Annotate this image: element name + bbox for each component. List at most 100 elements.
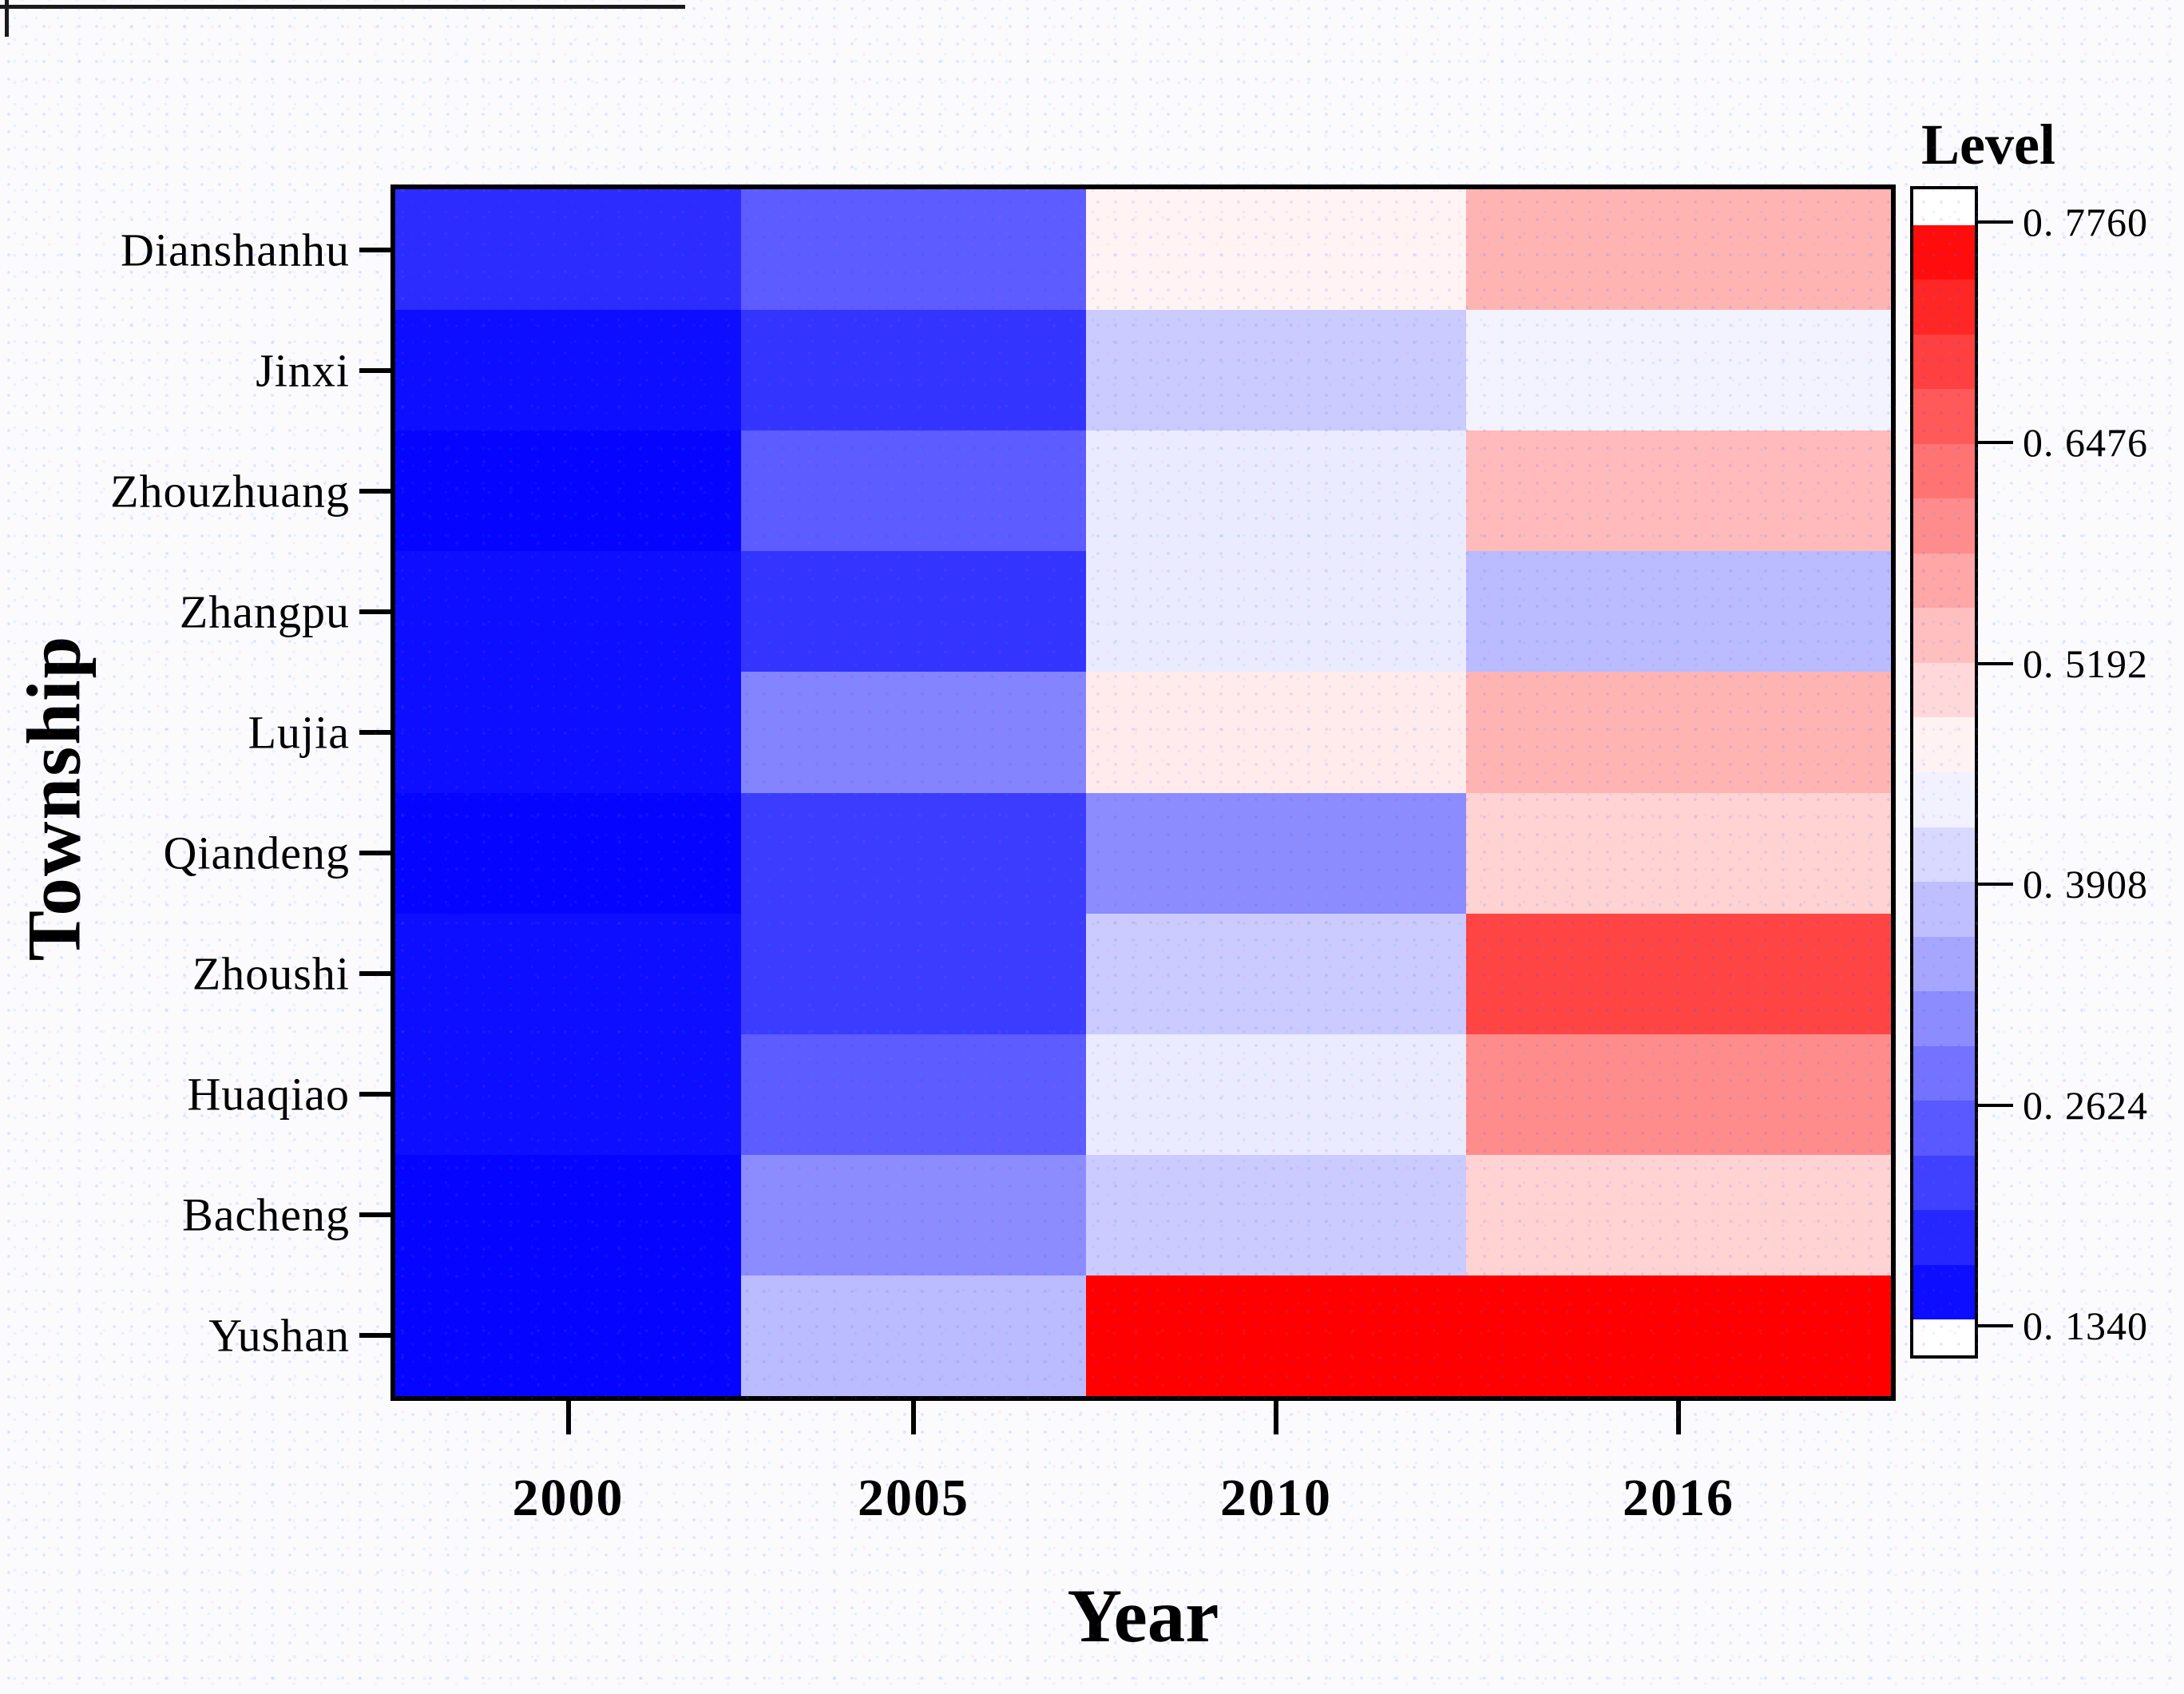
heatmap-cell-dianshanhu-2000: [395, 189, 741, 311]
heatmap-cell-qiandeng-2000: [395, 792, 741, 914]
colorbar-step: [1913, 717, 1975, 772]
colorbar-step: [1913, 608, 1975, 663]
y-tick-mark: [359, 1092, 395, 1097]
heatmap-cell-zhangpu-2000: [395, 551, 741, 672]
colorbar-step: [1913, 553, 1975, 609]
colorbar-step: [1913, 1045, 1975, 1101]
colorbar-step: [1913, 224, 1975, 280]
heatmap-cell-jinxi-2005: [741, 310, 1086, 431]
colorbar-tick-labels: 0. 7760 0. 6476 0. 5192 0. 3908 0. 2624 0. 13…: [1978, 200, 2184, 1348]
colorbar-tick-mark: [1978, 883, 2013, 887]
colorbar-bottom-cap: [1913, 1319, 1975, 1355]
heatmap-cell-qiandeng-2016: [1466, 792, 1891, 914]
colorbar-step: [1913, 443, 1975, 499]
heatmap-cell-lujia-2005: [741, 672, 1086, 793]
heatmap-cell-zhoushi-2016: [1466, 913, 1891, 1034]
heatmap-cell-zhoushi-2000: [395, 913, 741, 1034]
heatmap-cell-yushan-2016: [1466, 1275, 1891, 1396]
heatmap-cell-bacheng-2016: [1466, 1154, 1891, 1275]
x-tick-label-2010: 2010: [1220, 1469, 1332, 1527]
colorbar-step: [1913, 827, 1975, 883]
heatmap-cell-zhouzhuang-2005: [741, 430, 1086, 552]
x-tick-mark: [1676, 1401, 1681, 1434]
colorbar-tick-mark: [1978, 1103, 2013, 1107]
heatmap-cell-lujia-2000: [395, 672, 741, 793]
heatmap-cell-zhangpu-2016: [1466, 551, 1891, 672]
heatmap-cell-zhangpu-2010: [1086, 551, 1466, 672]
heatmap-cell-jinxi-2000: [395, 310, 741, 431]
colorbar-tick-mark: [1978, 661, 2013, 665]
colorbar-step: [1913, 882, 1975, 937]
heatmap-cell-dianshanhu-2005: [741, 189, 1086, 311]
colorbar-step: [1913, 1210, 1975, 1265]
heatmap-cell-lujia-2010: [1086, 672, 1466, 793]
colorbar-tick-label: 0. 6476: [2023, 420, 2148, 466]
x-tick-mark: [565, 1401, 571, 1434]
y-tick-mark: [359, 851, 395, 856]
colorbar-tick-label: 0. 7760: [2023, 200, 2148, 244]
colorbar-step: [1913, 1264, 1975, 1320]
y-tick-label-zhoushi: Zhoushi: [192, 947, 350, 1000]
y-tick-label-lujia: Lujia: [248, 706, 350, 759]
colorbar-tick-label: 0. 5192: [2023, 641, 2148, 686]
crop-border-artifact-top: [0, 5, 685, 9]
colorbar-tick-mark: [1978, 441, 2013, 445]
heatmap-cell-zhouzhuang-2016: [1466, 430, 1891, 552]
heatmap-cell-zhouzhuang-2000: [395, 430, 741, 552]
heatmap-cell-qiandeng-2005: [741, 792, 1086, 914]
heatmap-cell-zhoushi-2010: [1086, 913, 1466, 1034]
y-tick-label-zhangpu: Zhangpu: [179, 585, 350, 638]
y-tick-mark: [359, 367, 395, 373]
heatmap-cell-huaqiao-2000: [395, 1033, 741, 1155]
colorbar-tick-label: 0. 1340: [2023, 1303, 2148, 1348]
y-tick-label-bacheng: Bacheng: [182, 1188, 350, 1241]
colorbar-step: [1913, 389, 1975, 444]
heatmap-cell-huaqiao-2010: [1086, 1033, 1466, 1155]
heatmap-cell-bacheng-2005: [741, 1154, 1086, 1275]
heatmap-cell-zhouzhuang-2010: [1086, 430, 1466, 552]
heatmap-cell-jinxi-2010: [1086, 310, 1466, 431]
heatmap-cell-bacheng-2000: [395, 1154, 741, 1275]
colorbar-step: [1913, 498, 1975, 553]
colorbar-step: [1913, 936, 1975, 992]
y-tick-label-huaqiao: Huaqiao: [187, 1068, 350, 1121]
colorbar-tick-label: 0. 2624: [2023, 1082, 2148, 1128]
heatmap-cell-zhoushi-2005: [741, 913, 1086, 1034]
x-axis-labels: 2000 2005 2010 2016: [395, 1468, 1891, 1540]
colorbar-step: [1913, 280, 1975, 335]
x-tick-mark: [1274, 1401, 1278, 1434]
y-tick-mark: [359, 1333, 395, 1339]
colorbar-step: [1913, 1101, 1975, 1156]
y-tick-label-zhouzhuang: Zhouzhuang: [110, 465, 350, 518]
heatmap-cell-qiandeng-2010: [1086, 792, 1466, 914]
colorbar-step: [1913, 1155, 1975, 1211]
colorbar-tick-mark: [1978, 1324, 2013, 1327]
x-axis-ticks: [395, 1401, 1891, 1434]
heatmap-cell-huaqiao-2016: [1466, 1033, 1891, 1155]
heatmap-cell-lujia-2016: [1466, 672, 1891, 793]
x-tick-label-2000: 2000: [512, 1469, 624, 1527]
heatmap-cell-jinxi-2016: [1466, 310, 1891, 431]
y-tick-mark: [359, 729, 395, 735]
colorbar-step: [1913, 991, 1975, 1046]
x-axis-title: Year: [1067, 1573, 1219, 1658]
colorbar-step: [1913, 662, 1975, 718]
colorbar: [1910, 186, 1978, 1359]
heatmap-cell-yushan-2010: [1086, 1275, 1466, 1396]
y-tick-label-yushan: Yushan: [208, 1309, 350, 1362]
colorbar-tick-label: 0. 3908: [2023, 862, 2148, 907]
heatmap-cell-yushan-2000: [395, 1275, 741, 1396]
heatmap-cell-dianshanhu-2010: [1086, 189, 1466, 311]
y-axis-labels: Dianshanhu Jinxi Zhouzhuang Zhangpu Lujia Qia…: [0, 189, 350, 1396]
y-tick-mark: [359, 1212, 395, 1218]
heatmap-cell-yushan-2005: [741, 1275, 1086, 1396]
colorbar-top-cap: [1913, 189, 1975, 225]
x-tick-label-2016: 2016: [1623, 1469, 1734, 1527]
heatmap-cell-bacheng-2010: [1086, 1154, 1466, 1275]
colorbar-title: Level: [1921, 113, 2055, 177]
heatmap-plot-area: [390, 184, 1896, 1401]
y-tick-label-dianshanhu: Dianshanhu: [120, 224, 350, 276]
x-tick-label-2005: 2005: [858, 1469, 969, 1527]
y-axis-ticks: [359, 189, 395, 1396]
